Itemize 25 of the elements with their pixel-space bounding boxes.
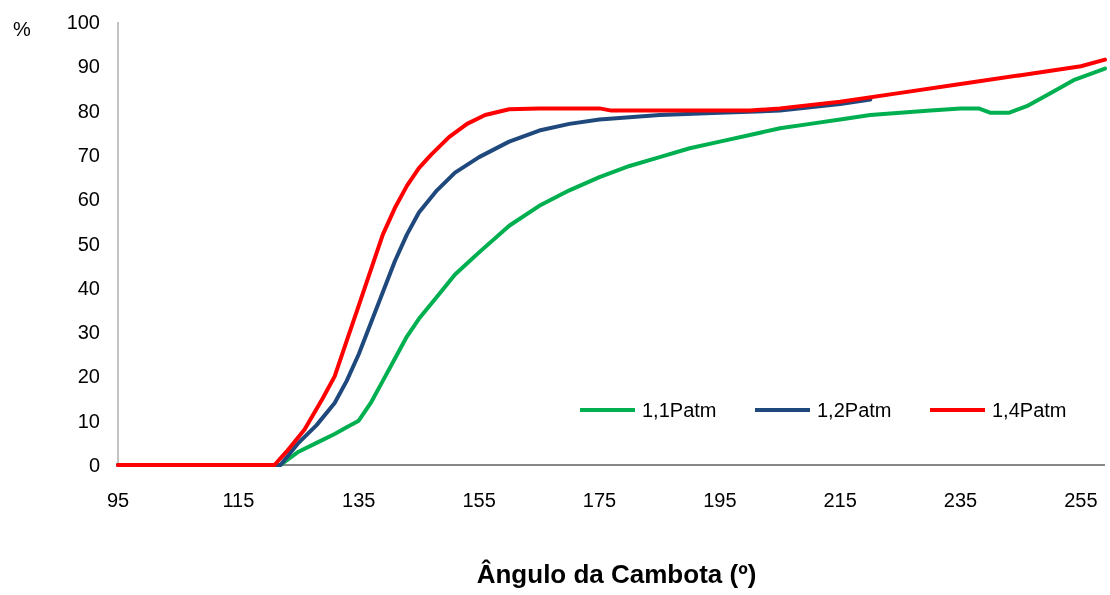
- x-tick-label: 115: [222, 489, 255, 511]
- x-tick-label: 175: [582, 489, 617, 511]
- x-tick-label: 95: [106, 489, 130, 511]
- x-tick-label: 195: [703, 489, 737, 511]
- y-tick-label: 20: [77, 365, 100, 388]
- legend-label: 1,2Patm: [817, 399, 892, 421]
- y-tick-label: 90: [77, 55, 100, 78]
- y-tick-label: 10: [77, 409, 100, 432]
- y-tick-label: 100: [66, 11, 100, 33]
- legend-label: 1,4Patm: [992, 399, 1067, 421]
- y-tick-label: 70: [77, 143, 100, 166]
- y-tick-label: 0: [88, 454, 100, 476]
- y-tick-label: 50: [77, 232, 100, 255]
- x-tick-label: 255: [1064, 489, 1098, 511]
- x-tick-label: 135: [342, 489, 376, 511]
- y-axis-title: %: [13, 18, 32, 40]
- x-tick-label: 215: [823, 489, 857, 511]
- y-tick-label: 80: [77, 99, 100, 122]
- x-tick-label: 155: [462, 489, 496, 511]
- x-axis-title: Ângulo da Cambota (º): [476, 559, 757, 589]
- legend-label: 1,1Patm: [642, 399, 717, 421]
- x-tick-label: 235: [943, 489, 978, 511]
- y-tick-label: 60: [77, 188, 100, 211]
- y-tick-label: 40: [77, 276, 100, 299]
- y-tick-label: 30: [77, 321, 100, 344]
